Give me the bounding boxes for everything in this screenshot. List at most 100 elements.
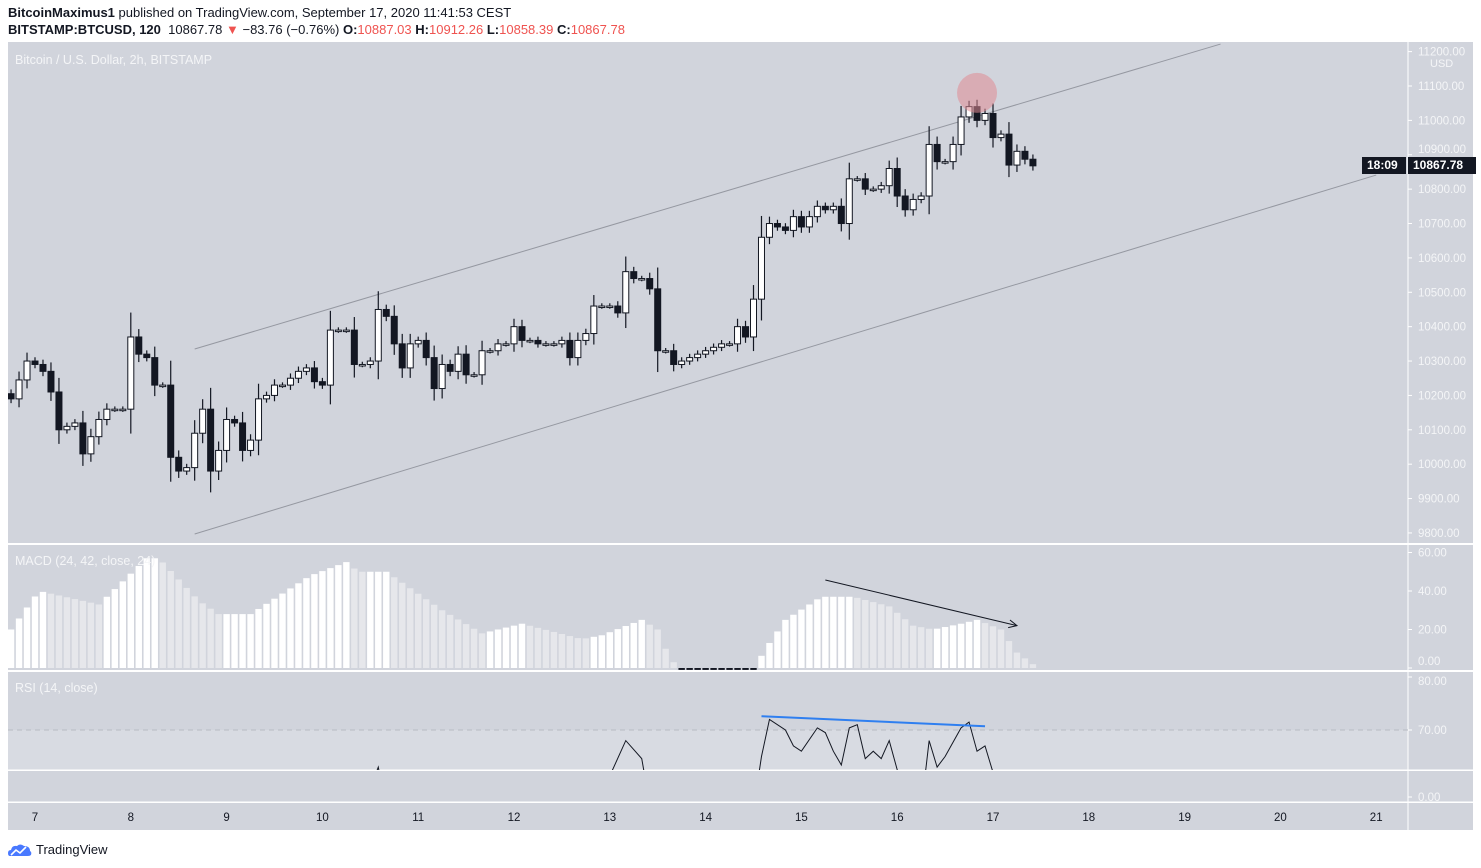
candle-body bbox=[478, 350, 486, 376]
macd-histogram-bar bbox=[814, 599, 821, 668]
macd-tick-label: 20.00 bbox=[1418, 625, 1447, 637]
macd-histogram-bar bbox=[15, 618, 23, 668]
price-tick-label: 10100.00 bbox=[1418, 425, 1466, 437]
time-tick-label: 12 bbox=[508, 812, 521, 824]
rsi-title: RSI (14, close) bbox=[15, 681, 98, 695]
price-tick-label: 10600.00 bbox=[1418, 253, 1466, 265]
macd-histogram-bar bbox=[47, 593, 55, 668]
candle-body bbox=[518, 326, 526, 341]
candle-body bbox=[167, 384, 175, 458]
macd-histogram-bar bbox=[375, 571, 382, 668]
macd-histogram-bar bbox=[606, 632, 613, 668]
candle-body bbox=[813, 205, 821, 218]
time-tick-label: 13 bbox=[603, 812, 616, 824]
macd-histogram-bar bbox=[646, 624, 653, 668]
rsi-divergence-line bbox=[761, 715, 986, 728]
macd-histogram-bar bbox=[247, 614, 254, 668]
candle-body bbox=[526, 339, 534, 343]
candle-body bbox=[87, 436, 95, 455]
author-name[interactable]: BitcoinMaximus1 bbox=[8, 5, 115, 20]
macd-histogram-bar bbox=[622, 626, 629, 668]
candle-body bbox=[422, 339, 430, 359]
macd-histogram-bar bbox=[494, 629, 502, 668]
macd-tick-label: 60.00 bbox=[1418, 548, 1447, 560]
price-tick-label: 10700.00 bbox=[1418, 219, 1466, 231]
candle-body bbox=[8, 393, 15, 400]
macd-histogram-bar bbox=[359, 571, 366, 668]
candle-body bbox=[438, 363, 446, 390]
bar-countdown-label: 18:09 bbox=[1362, 157, 1406, 174]
macd-histogram-bar bbox=[598, 635, 606, 668]
candle-body bbox=[734, 326, 742, 345]
candle-body bbox=[494, 343, 502, 352]
candle-body bbox=[981, 113, 989, 121]
candle-body bbox=[462, 353, 470, 376]
candle-body bbox=[398, 343, 406, 369]
candle-body bbox=[143, 353, 151, 359]
price-tick-label: 9900.00 bbox=[1418, 494, 1460, 506]
candle-body bbox=[406, 343, 414, 369]
macd-histogram-bar bbox=[614, 629, 621, 668]
macd-histogram-bar bbox=[319, 571, 326, 668]
candle-body bbox=[853, 178, 861, 181]
macd-histogram-bar bbox=[367, 571, 374, 668]
macd-histogram-bar bbox=[175, 579, 182, 668]
macd-histogram-bar bbox=[303, 578, 310, 668]
candle-body bbox=[638, 278, 646, 281]
candle-body bbox=[414, 339, 422, 345]
candle-body bbox=[278, 384, 286, 388]
candle-body bbox=[1013, 150, 1021, 166]
macd-histogram-bar bbox=[335, 565, 342, 668]
macd-histogram-bar bbox=[542, 629, 550, 668]
macd-histogram-bar bbox=[287, 588, 294, 668]
macd-histogram-bar bbox=[1021, 658, 1029, 668]
macd-histogram-bar bbox=[925, 628, 933, 668]
macd-histogram-bar bbox=[662, 648, 669, 668]
macd-histogram-bar bbox=[710, 668, 717, 670]
macd-histogram-bar bbox=[271, 598, 278, 668]
time-axis bbox=[8, 803, 1473, 830]
lower-pane bbox=[8, 771, 1473, 802]
price-change: −83.76 (−0.76%) bbox=[242, 22, 340, 37]
macd-histogram-bar bbox=[798, 609, 805, 668]
candle-body bbox=[199, 408, 207, 434]
time-tick-label: 14 bbox=[699, 812, 712, 824]
candle-body bbox=[757, 236, 765, 300]
candle-body bbox=[821, 205, 829, 211]
candle-body bbox=[885, 168, 893, 187]
macd-histogram-bar bbox=[31, 596, 39, 668]
candle-body bbox=[869, 188, 877, 192]
high-value: 10912.26 bbox=[429, 22, 484, 37]
macd-histogram-bar bbox=[470, 628, 478, 668]
time-tick-label: 9 bbox=[223, 812, 229, 824]
last-price-label: 10867.78 bbox=[1408, 157, 1476, 174]
candle-body bbox=[670, 350, 678, 365]
macd-histogram-bar bbox=[742, 668, 749, 670]
time-tick-label: 8 bbox=[128, 812, 134, 824]
candle-body bbox=[590, 305, 598, 335]
macd-histogram-bar bbox=[981, 623, 989, 668]
candle-body bbox=[574, 339, 582, 359]
footer-brand[interactable]: TradingView bbox=[8, 842, 108, 857]
macd-histogram-bar bbox=[95, 604, 103, 668]
macd-histogram-bar bbox=[518, 623, 526, 668]
macd-histogram-bar bbox=[854, 597, 861, 668]
macd-histogram-bar bbox=[949, 625, 957, 668]
candle-body bbox=[95, 418, 103, 438]
candle-body bbox=[909, 198, 917, 211]
macd-histogram-bar bbox=[997, 629, 1005, 668]
candle-body bbox=[263, 394, 271, 400]
candle-body bbox=[630, 271, 638, 280]
macd-histogram-bar bbox=[391, 577, 398, 668]
macd-histogram-bar bbox=[462, 624, 470, 668]
macd-histogram-bar bbox=[933, 628, 941, 668]
macd-histogram-bar bbox=[87, 602, 95, 668]
macd-histogram-bar bbox=[7, 629, 15, 668]
macd-histogram-bar bbox=[878, 604, 885, 668]
macd-histogram-bar bbox=[415, 593, 422, 668]
price-tick-label: 10200.00 bbox=[1418, 390, 1466, 402]
candle-body bbox=[310, 367, 318, 383]
macd-histogram-bar bbox=[670, 662, 677, 668]
candle-body bbox=[342, 329, 350, 333]
